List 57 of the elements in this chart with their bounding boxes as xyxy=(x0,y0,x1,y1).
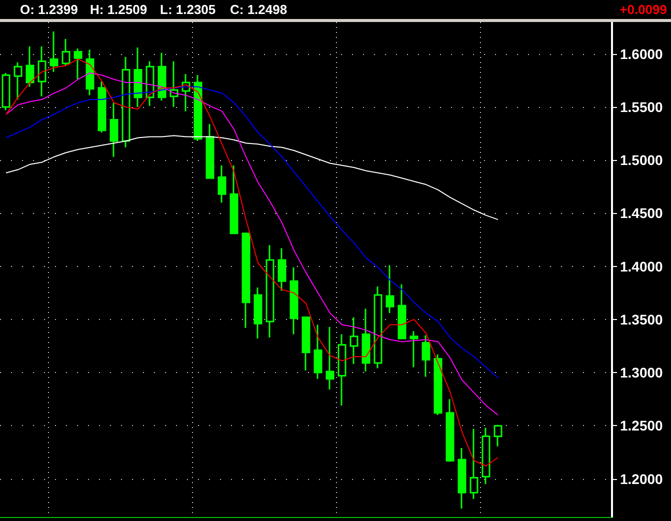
candlestick xyxy=(2,72,10,111)
candlestick xyxy=(170,60,178,108)
text: C: 1.2498 xyxy=(230,2,288,17)
candlestick xyxy=(242,232,250,329)
candlestick xyxy=(386,264,394,314)
candlestick xyxy=(326,326,334,390)
candlestick xyxy=(422,334,430,378)
candlestick xyxy=(350,316,358,365)
candlestick xyxy=(482,427,490,485)
candlestick xyxy=(146,60,154,107)
y-tick-label: 1.3000 xyxy=(620,364,664,381)
candlestick xyxy=(302,316,310,372)
line-series xyxy=(6,135,498,220)
candlestick xyxy=(158,52,166,102)
candlestick xyxy=(434,354,442,416)
candlestick xyxy=(134,46,142,108)
candlestick xyxy=(266,244,274,338)
candlestick xyxy=(446,398,454,463)
candlestick xyxy=(458,447,466,510)
candlestick xyxy=(122,56,130,148)
candlestick xyxy=(206,123,214,179)
y-tick-label: 1.3500 xyxy=(620,311,664,328)
candlestick xyxy=(254,286,262,340)
y-tick-label: 1.6000 xyxy=(620,46,664,62)
candlestick xyxy=(362,308,370,372)
candlestick xyxy=(110,102,118,158)
candlestick xyxy=(278,248,286,292)
y-tick-label: 1.5000 xyxy=(620,152,664,168)
text: H: 1.2509 xyxy=(90,2,148,17)
candlestick xyxy=(374,286,382,370)
candlestick xyxy=(38,46,46,98)
candlestick xyxy=(62,38,70,66)
text: L: 1.2305 xyxy=(160,2,216,17)
text: O: 1.2399 xyxy=(20,2,78,17)
candlestick xyxy=(230,164,238,234)
y-tick-label: 1.4500 xyxy=(620,205,664,222)
candlestick xyxy=(98,80,106,134)
y-tick-label: 1.5500 xyxy=(620,98,664,115)
candlestick xyxy=(74,48,82,80)
text: +0.0099 xyxy=(620,2,667,17)
candlestick xyxy=(50,30,58,73)
candlestick xyxy=(314,324,322,380)
y-tick-label: 1.4000 xyxy=(620,258,664,274)
candlestick xyxy=(218,164,226,204)
y-tick-label: 1.2000 xyxy=(620,470,664,487)
candlestick xyxy=(194,74,202,142)
candlestick xyxy=(14,62,22,100)
line-series xyxy=(6,58,498,467)
candlestick xyxy=(26,46,34,88)
candlestick xyxy=(290,266,298,336)
candlestick xyxy=(494,424,502,448)
candlestick xyxy=(338,334,346,406)
candlestick xyxy=(398,284,406,340)
candlestick xyxy=(86,48,94,96)
candlestick xyxy=(410,330,418,368)
y-tick-label: 1.2500 xyxy=(620,418,664,434)
candlestick xyxy=(470,428,478,500)
